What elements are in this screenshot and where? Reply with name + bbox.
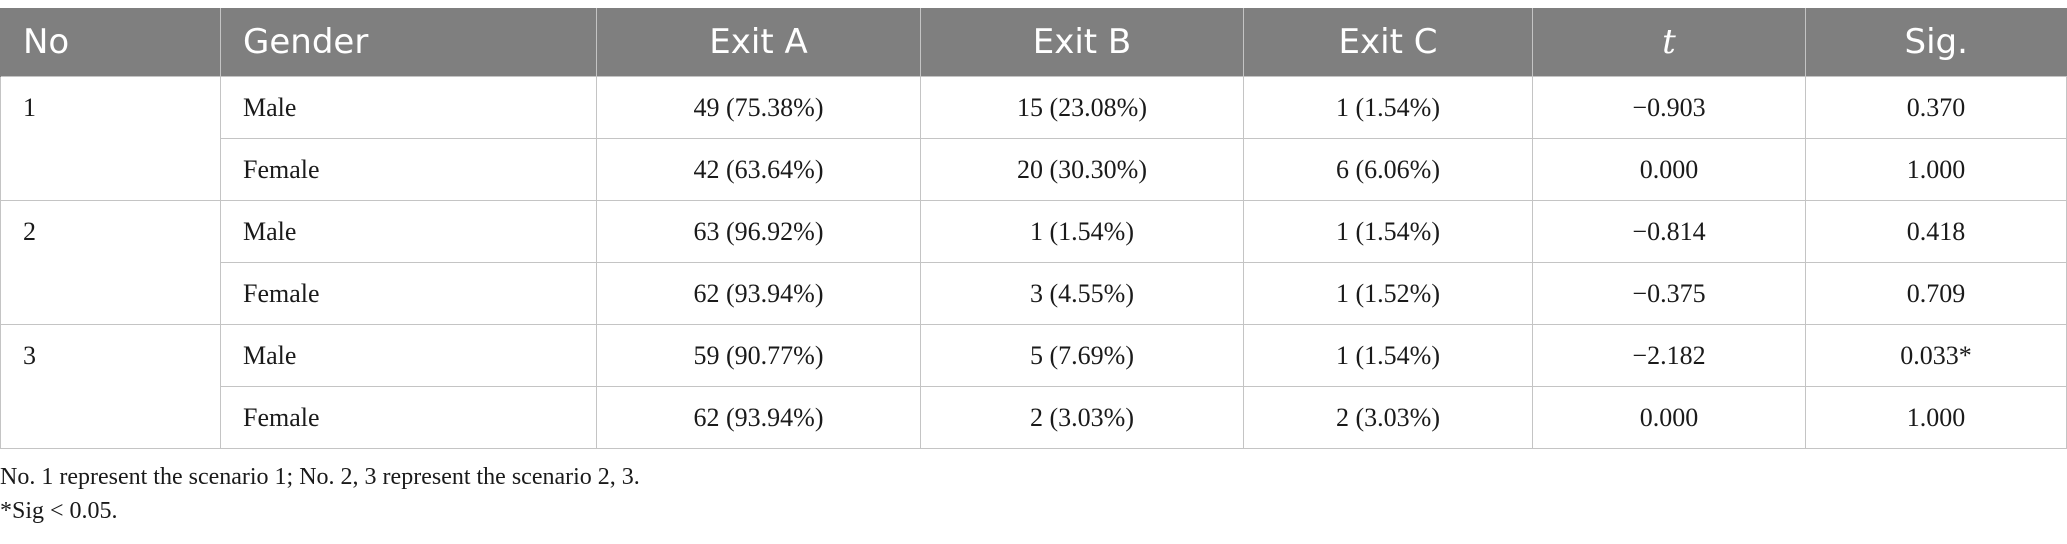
cell-sig: 1.000 [1805, 386, 2067, 449]
cell-sig: 0.709 [1805, 262, 2067, 325]
cell-gender: Male [220, 76, 597, 139]
cell-exit-b: 3 (4.55%) [920, 262, 1244, 325]
cell-exit-a: 49 (75.38%) [596, 76, 921, 139]
cell-t: 0.000 [1532, 386, 1806, 449]
header-gender: Gender [220, 8, 597, 77]
table-row: 2 Male 63 (96.92%) 1 (1.54%) 1 (1.54%) −… [0, 200, 2067, 325]
cell-exit-c: 1 (1.52%) [1243, 262, 1533, 325]
cell-sig: 1.000 [1805, 138, 2067, 201]
table-row: Female 62 (93.94%) 3 (4.55%) 1 (1.52%) −… [1, 262, 2067, 325]
cell-exit-a: 62 (93.94%) [596, 262, 921, 325]
cell-exit-c: 6 (6.06%) [1243, 138, 1533, 201]
header-t: t [1532, 8, 1806, 77]
cell-exit-c: 1 (1.54%) [1243, 76, 1533, 139]
results-table: No Gender Exit A Exit B Exit C t Sig. 1 … [0, 8, 2067, 449]
cell-exit-b: 5 (7.69%) [920, 324, 1244, 387]
cell-t: −2.182 [1532, 324, 1806, 387]
table-header: No Gender Exit A Exit B Exit C t Sig. [0, 8, 2067, 77]
header-exit-c: Exit C [1243, 8, 1533, 77]
cell-exit-b: 20 (30.30%) [920, 138, 1244, 201]
cell-sig: 0.033* [1805, 324, 2067, 387]
cell-t: −0.375 [1532, 262, 1806, 325]
cell-exit-c: 2 (3.03%) [1243, 386, 1533, 449]
cell-exit-a: 42 (63.64%) [596, 138, 921, 201]
table-row: Female 62 (93.94%) 2 (3.03%) 2 (3.03%) 0… [1, 386, 2067, 449]
header-exit-a: Exit A [596, 8, 921, 77]
cell-exit-b: 15 (23.08%) [920, 76, 1244, 139]
header-exit-b: Exit B [920, 8, 1244, 77]
cell-sig: 0.370 [1805, 76, 2067, 139]
cell-gender: Male [220, 200, 597, 263]
cell-t: 0.000 [1532, 138, 1806, 201]
cell-no: 1 [0, 76, 221, 201]
cell-exit-a: 62 (93.94%) [596, 386, 921, 449]
table-footnotes: No. 1 represent the scenario 1; No. 2, 3… [0, 460, 640, 528]
cell-gender: Male [220, 324, 597, 387]
cell-exit-a: 63 (96.92%) [596, 200, 921, 263]
cell-sig: 0.418 [1805, 200, 2067, 263]
table-row: 1 Male 49 (75.38%) 15 (23.08%) 1 (1.54%)… [0, 76, 2067, 201]
cell-exit-a: 59 (90.77%) [596, 324, 921, 387]
cell-gender: Female [220, 262, 597, 325]
table-body: 1 Male 49 (75.38%) 15 (23.08%) 1 (1.54%)… [0, 76, 2067, 449]
cell-gender: Female [220, 386, 597, 449]
header-row: No Gender Exit A Exit B Exit C t Sig. [0, 8, 2067, 77]
cell-exit-c: 1 (1.54%) [1243, 200, 1533, 263]
cell-exit-b: 2 (3.03%) [920, 386, 1244, 449]
cell-t: −0.903 [1532, 76, 1806, 139]
cell-exit-b: 1 (1.54%) [920, 200, 1244, 263]
cell-exit-c: 1 (1.54%) [1243, 324, 1533, 387]
cell-gender: Female [220, 138, 597, 201]
cell-no: 2 [0, 200, 221, 325]
table-row: 3 Male 59 (90.77%) 5 (7.69%) 1 (1.54%) −… [0, 324, 2067, 449]
cell-no: 3 [0, 324, 221, 449]
footnote-scenario: No. 1 represent the scenario 1; No. 2, 3… [0, 464, 640, 490]
header-no: No [0, 8, 221, 77]
cell-t: −0.814 [1532, 200, 1806, 263]
table-row: Female 42 (63.64%) 20 (30.30%) 6 (6.06%)… [1, 138, 2067, 201]
header-sig: Sig. [1805, 8, 2067, 77]
footnote-significance: *Sig < 0.05. [0, 498, 118, 524]
